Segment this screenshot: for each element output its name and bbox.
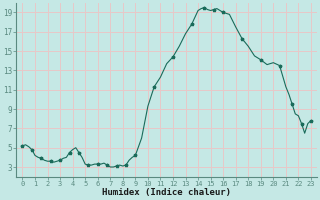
X-axis label: Humidex (Indice chaleur): Humidex (Indice chaleur) [102, 188, 231, 197]
